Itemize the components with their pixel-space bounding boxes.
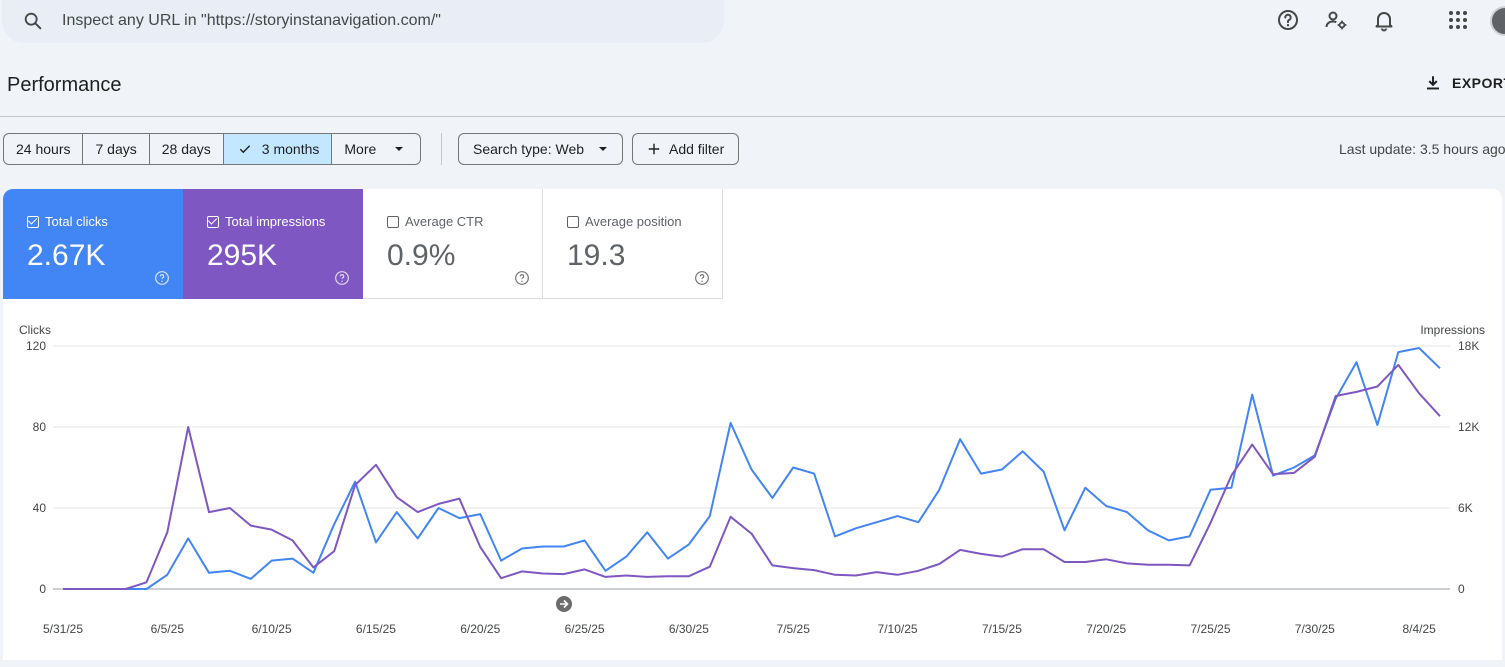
left-tick-label: 80 [33, 420, 47, 434]
x-tick-label: 7/25/25 [1190, 622, 1230, 636]
help-icon[interactable] [154, 270, 170, 286]
x-tick-label: 8/4/25 [1402, 622, 1436, 636]
x-tick-label: 6/25/25 [565, 622, 605, 636]
left-tick-label: 40 [33, 501, 47, 515]
metric-total-impressions[interactable]: Total impressions 295K [183, 189, 363, 299]
impressions-series-line [63, 363, 1441, 590]
download-icon [1427, 76, 1439, 90]
help-icon[interactable] [1276, 8, 1300, 32]
x-tick-label: 6/15/25 [356, 622, 396, 636]
clicks-series-line [63, 347, 1441, 590]
help-icon[interactable] [334, 270, 350, 286]
avatar[interactable] [1490, 6, 1505, 36]
left-tick-label: 0 [39, 582, 46, 596]
apps-grid-icon[interactable] [1446, 8, 1470, 32]
export-label: EXPORT [1452, 75, 1505, 91]
x-tick-label: 6/30/25 [669, 622, 709, 636]
search-icon [24, 12, 42, 30]
metric-value: 19.3 [567, 239, 626, 272]
help-icon[interactable] [514, 270, 530, 286]
arrow-right-icon [560, 599, 569, 609]
range-7-days[interactable]: 7 days [83, 134, 150, 164]
metric-average-ctr[interactable]: Average CTR 0.9% [363, 189, 543, 299]
filter-separator [441, 133, 442, 165]
x-tick-label: 7/20/25 [1086, 622, 1126, 636]
metric-value: 2.67K [27, 239, 106, 272]
search-type-filter[interactable]: Search type: Web [458, 133, 624, 165]
notifications-icon[interactable] [1372, 8, 1396, 32]
checkbox-icon[interactable] [387, 215, 399, 228]
metric-total-clicks[interactable]: Total clicks 2.67K [3, 189, 183, 299]
x-tick-label: 6/5/25 [151, 622, 185, 636]
range-3-months[interactable]: 3 months [223, 134, 333, 164]
range-more[interactable]: More [332, 134, 420, 164]
metric-average-position[interactable]: Average position 19.3 [543, 189, 723, 299]
checkbox-icon[interactable] [567, 215, 579, 228]
performance-chart[interactable]: Clicks Impressions 120 18K 80 12K 40 6K 0 0 5/31/2… [3, 189, 1502, 660]
date-range-selector[interactable]: 24 hours 7 days 28 days 3 months More [3, 133, 422, 165]
caret-down-icon [599, 147, 608, 151]
x-tick-label: 7/10/25 [878, 622, 918, 636]
search-input[interactable]: Inspect any URL in "https://storyinstana… [62, 12, 441, 29]
x-tick-label: 7/15/25 [982, 622, 1022, 636]
last-update-text: Last update: 3.5 hours ago [1339, 141, 1505, 157]
metric-value: 295K [207, 239, 278, 272]
x-tick-label: 6/20/25 [460, 622, 500, 636]
performance-card: Total clicks 2.67K Total impressions 295… [3, 189, 1502, 660]
left-tick-label: 120 [26, 339, 46, 353]
page-title: Performance [7, 74, 122, 96]
help-icon[interactable] [694, 270, 710, 286]
x-tick-label: 5/31/25 [43, 622, 83, 636]
range-24-hours[interactable]: 24 hours [4, 134, 84, 164]
manage-users-icon[interactable] [1324, 8, 1348, 32]
x-tick-label: 6/10/25 [252, 622, 292, 636]
right-axis-label: Impressions [1420, 323, 1485, 337]
header-divider [0, 116, 1505, 117]
right-tick-label: 6K [1458, 501, 1473, 515]
right-tick-label: 18K [1458, 339, 1479, 353]
x-tick-label: 7/5/25 [777, 622, 811, 636]
search-bar[interactable]: Inspect any URL in "https://storyinstana… [2, 0, 724, 43]
plus-icon [648, 143, 660, 155]
x-tick-label: 7/30/25 [1295, 622, 1335, 636]
add-filter-button[interactable]: Add filter [632, 133, 740, 165]
metric-value: 0.9% [387, 239, 456, 272]
range-28-days[interactable]: 28 days [150, 134, 224, 164]
right-tick-label: 0 [1458, 582, 1465, 596]
caret-down-icon [395, 147, 404, 151]
left-axis-label: Clicks [19, 323, 51, 337]
right-tick-label: 12K [1458, 420, 1479, 434]
export-button[interactable]: EXPORT [1424, 74, 1505, 92]
checkbox-icon[interactable] [207, 215, 219, 228]
checkbox-icon[interactable] [27, 215, 39, 228]
check-icon [239, 145, 250, 154]
